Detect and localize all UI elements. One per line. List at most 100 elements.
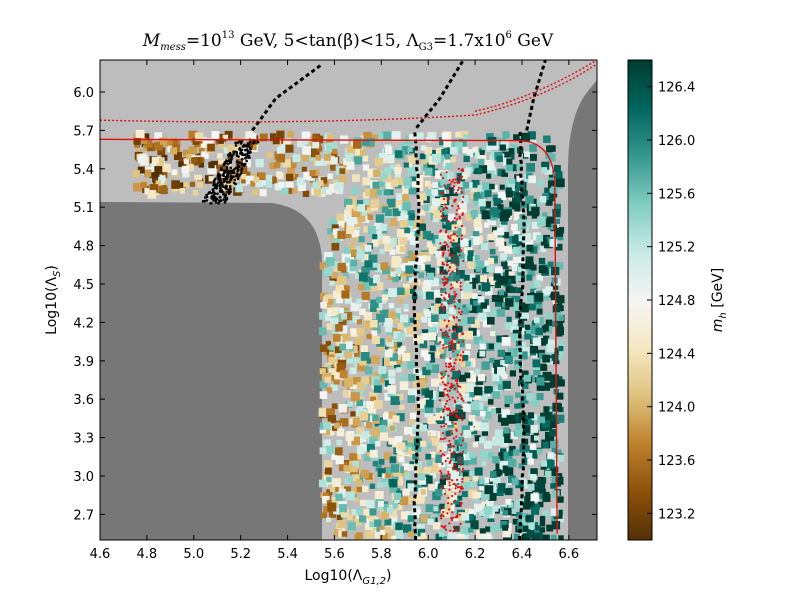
scatter-point	[372, 336, 380, 345]
scatter-point	[513, 194, 523, 203]
scatter-point	[511, 333, 519, 341]
scatter-point	[331, 403, 338, 409]
scatter-point	[473, 200, 479, 207]
scatter-point	[171, 169, 178, 175]
x-axis: 4.6 4.8 5.0 5.2 5.4 5.6 5.8 6.0 6.2 6.4 6.6	[90, 60, 579, 562]
red-contour	[474, 60, 597, 112]
colorbar: 123.2123.6124.0124.4124.8125.2125.6126.0…	[627, 59, 729, 541]
red-contour-dot	[459, 313, 462, 316]
scatter-point	[513, 134, 520, 141]
scatter-point	[385, 154, 395, 164]
scatter-point	[325, 313, 333, 321]
black-contour-dot	[227, 188, 231, 191]
scatter-point	[419, 340, 428, 348]
scatter-point	[490, 308, 499, 317]
scatter-point	[550, 282, 559, 290]
scatter-point	[478, 392, 488, 401]
red-contour-dot	[462, 450, 465, 453]
scatter-point	[192, 190, 199, 196]
scatter-point	[487, 136, 497, 146]
scatter-point	[259, 189, 267, 197]
black-contour-dot	[237, 164, 240, 168]
scatter-point	[438, 306, 447, 314]
red-contour-dot	[460, 502, 463, 505]
red-contour-dot	[453, 290, 456, 293]
red-contour-dot	[461, 487, 464, 490]
scatter-point	[439, 319, 448, 328]
scatter-point	[338, 307, 344, 314]
scatter-point	[337, 519, 346, 529]
red-contour-dot	[448, 484, 451, 487]
red-contour-dot	[440, 293, 443, 296]
scatter-point	[418, 371, 426, 378]
red-contour-dot	[446, 389, 449, 392]
scatter-point	[463, 393, 473, 402]
scatter-point	[480, 422, 489, 432]
scatter-point	[332, 498, 339, 505]
red-contour-dot	[460, 234, 464, 237]
scatter-point	[394, 313, 401, 319]
red-contour-dot	[460, 224, 463, 228]
scatter-point	[397, 297, 403, 303]
scatter-point	[402, 201, 411, 211]
black-contour-dot	[235, 154, 239, 158]
scatter-point	[538, 416, 546, 424]
scatter-point	[456, 338, 465, 348]
scatter-point	[493, 198, 502, 206]
scatter-point	[207, 165, 217, 174]
scatter-point	[448, 532, 457, 540]
scatter-point	[394, 150, 403, 158]
scatter-point	[454, 302, 462, 311]
scatter-point	[463, 274, 470, 281]
scatter-point	[521, 370, 529, 378]
scatter-point	[488, 257, 494, 264]
scatter-point	[336, 363, 346, 372]
scatter-point	[478, 312, 487, 321]
red-contour-dot	[440, 288, 443, 291]
scatter-point	[344, 198, 353, 208]
red-contour-dot	[452, 239, 455, 242]
scatter-point	[435, 489, 443, 497]
scatter-point	[441, 454, 450, 463]
red-contour-dot	[439, 355, 442, 358]
scatter-point	[424, 310, 431, 317]
scatter-point	[421, 350, 429, 358]
scatter-point	[330, 383, 338, 391]
scatter-point	[153, 141, 163, 151]
scatter-point	[515, 479, 524, 489]
scatter-point	[388, 274, 394, 281]
scatter-point	[439, 488, 446, 494]
red-contour-dot	[456, 390, 459, 393]
scatter-point	[542, 371, 552, 381]
scatter-point	[393, 331, 401, 339]
red-contour-dot	[459, 463, 462, 466]
scatter-point	[189, 153, 195, 159]
scatter-point	[488, 343, 494, 349]
red-contour-dot	[448, 254, 451, 257]
red-contour-dot	[452, 298, 455, 301]
scatter-point	[530, 424, 539, 433]
scatter-point	[463, 283, 473, 293]
scatter-point	[343, 465, 351, 472]
scatter-point	[331, 242, 340, 251]
x-tick-label: 5.6	[324, 547, 345, 562]
scatter-point	[460, 238, 469, 247]
scatter-point	[344, 296, 352, 304]
scatter-point	[498, 289, 505, 296]
scatter-point	[526, 244, 534, 252]
red-contour-dot	[449, 449, 452, 452]
scatter-point	[474, 368, 480, 374]
scatter-point	[524, 220, 532, 227]
scatter-point	[400, 224, 409, 233]
scatter-point	[543, 491, 550, 498]
scatter-point	[407, 515, 415, 523]
scatter-point	[386, 198, 396, 208]
scatter-point	[292, 174, 299, 180]
scatter-point	[422, 284, 431, 294]
scatter-point	[194, 174, 200, 180]
scatter-point	[480, 450, 490, 460]
red-contour-dot	[461, 201, 464, 204]
scatter-point	[456, 259, 464, 267]
scatter-point	[328, 218, 338, 228]
scatter-point	[506, 158, 513, 165]
